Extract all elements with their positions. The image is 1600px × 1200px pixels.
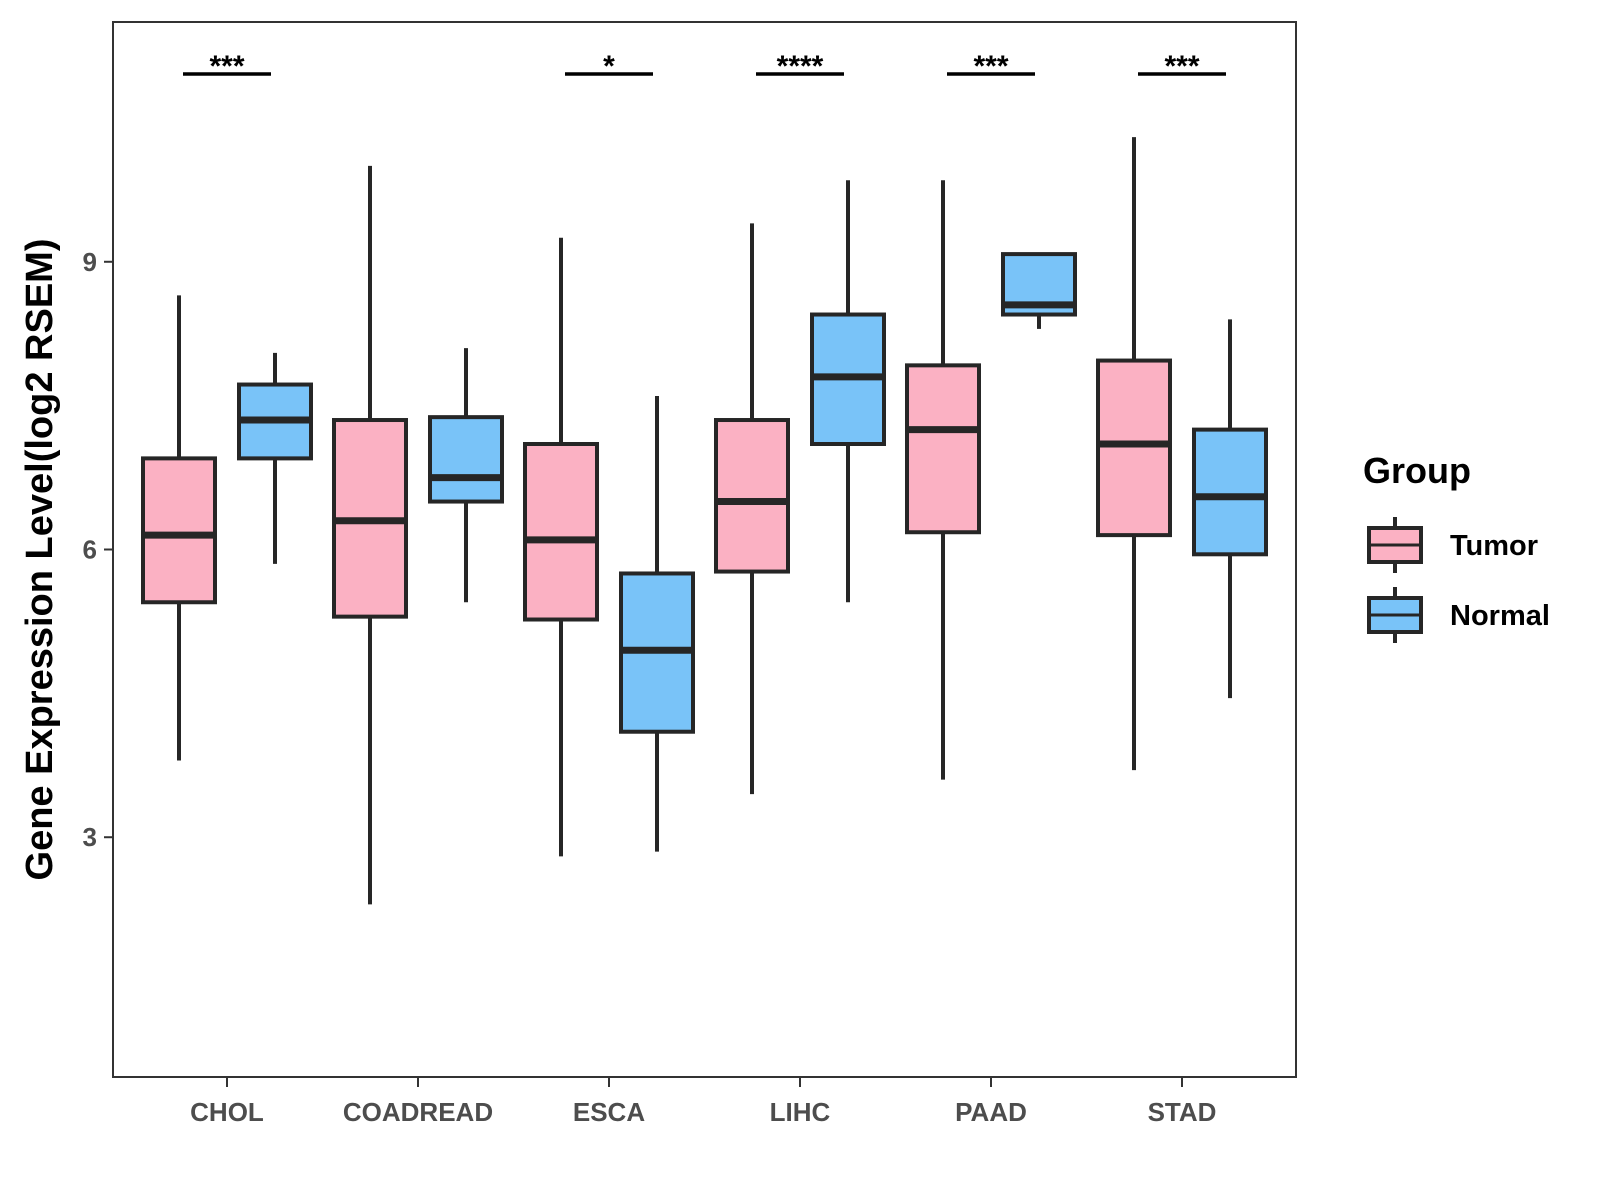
significance-paad-label: *** <box>973 50 1008 83</box>
box-tumor-paad <box>905 363 981 535</box>
x-tick-label-paad: PAAD <box>955 1097 1027 1127</box>
y-tick-label-3: 3 <box>83 822 97 852</box>
box-tumor-lihc <box>714 418 790 574</box>
y-tick-label-6: 6 <box>83 535 97 565</box>
box-normal-stad <box>1192 427 1268 557</box>
significance-chol-label: *** <box>209 50 244 83</box>
x-tick-label-coadread: COADREAD <box>343 1097 493 1127</box>
box-normal-coadread <box>428 415 504 504</box>
significance-lihc-label: **** <box>777 50 824 83</box>
significance-esca-label: * <box>603 50 615 83</box>
x-tick-label-chol: CHOL <box>190 1097 264 1127</box>
box-tumor-stad <box>1096 358 1172 538</box>
legend-label-tumor: Tumor <box>1450 530 1538 562</box>
x-tick-label-lihc: LIHC <box>770 1097 831 1127</box>
box-tumor-chol <box>141 456 217 605</box>
legend-title: Group <box>1363 450 1471 491</box>
x-tick-label-esca: ESCA <box>573 1097 645 1127</box>
legend-label-normal: Normal <box>1450 600 1550 632</box>
x-tick-label-stad: STAD <box>1148 1097 1217 1127</box>
legend: Group Tumor Normal <box>1363 450 1550 643</box>
chart-axes: 3 6 9 CHOL COADREAD ESCA LIHC PAAD STAD <box>83 247 1217 1127</box>
chart-marks: *** * **** *** *** <box>141 50 1268 905</box>
significance-stad-label: *** <box>1164 50 1199 83</box>
y-axis-title: Gene Expression Level(log2 RSEM) <box>19 239 61 881</box>
box-tumor-esca <box>523 442 599 622</box>
y-tick-label-9: 9 <box>83 247 97 277</box>
